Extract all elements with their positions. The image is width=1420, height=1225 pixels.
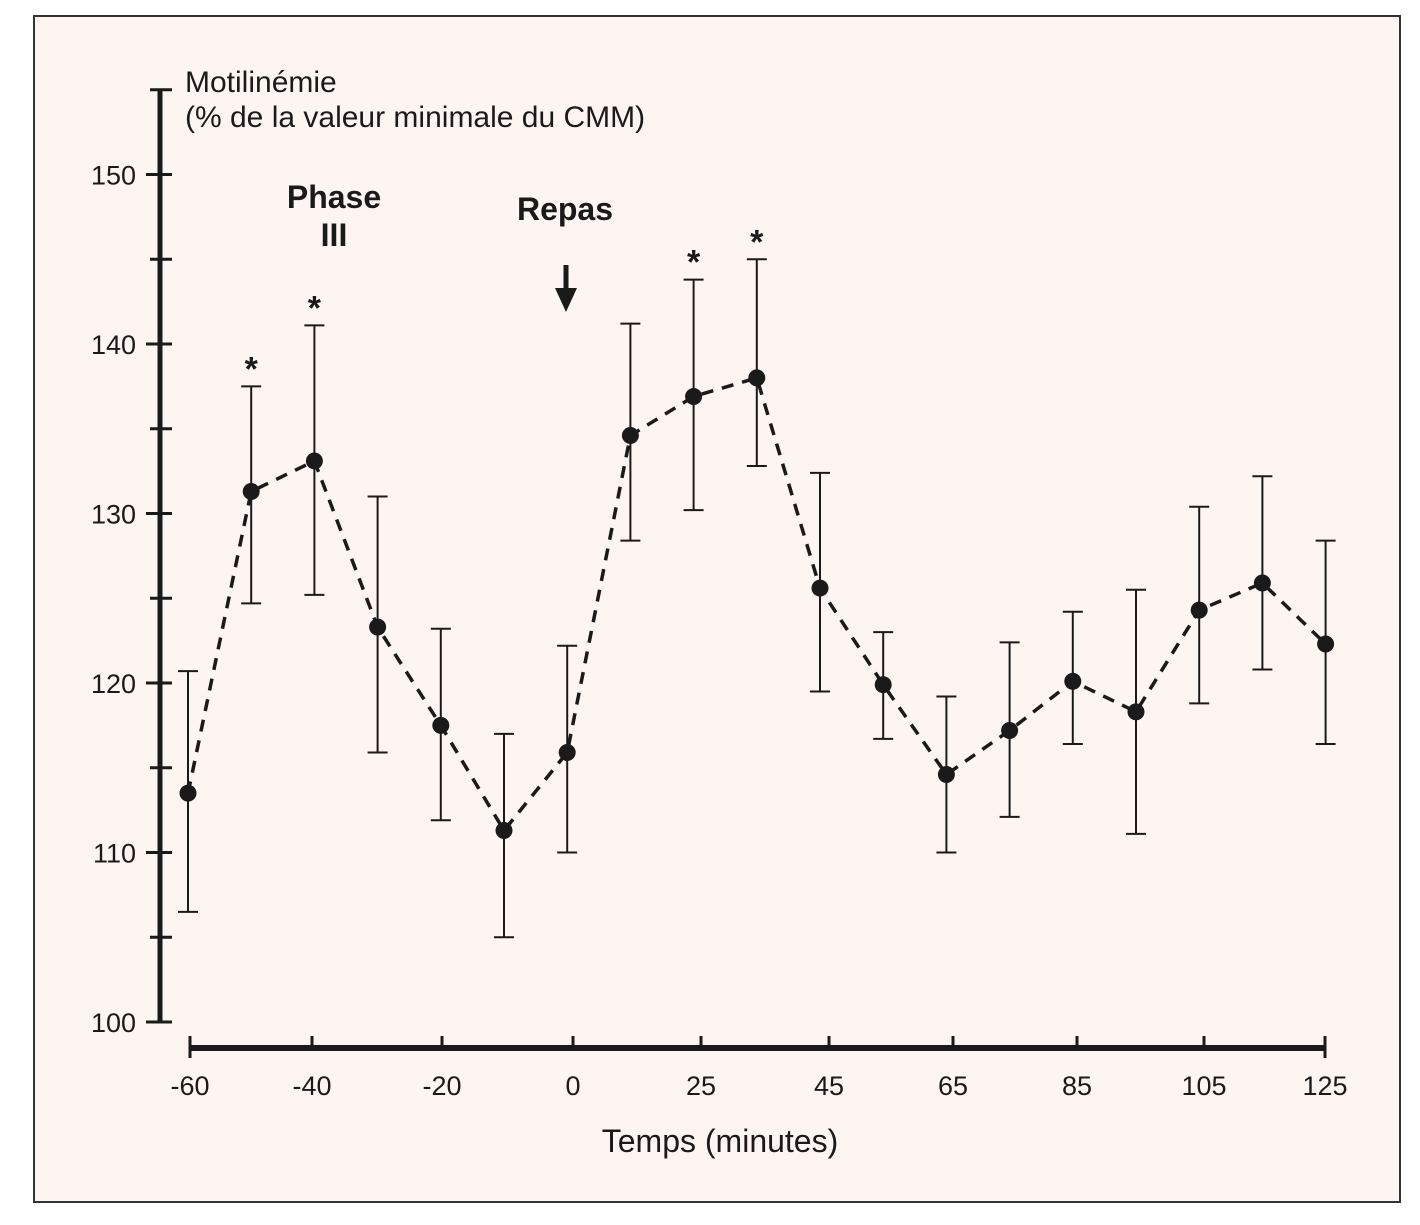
data-point — [937, 766, 955, 784]
significance-star: * — [687, 244, 701, 282]
x-tick-label: 125 — [1302, 1071, 1347, 1101]
data-point — [558, 743, 576, 761]
data-point — [1127, 703, 1145, 721]
data-point — [495, 821, 513, 839]
significance-star: * — [750, 223, 764, 261]
y-tick-label: 100 — [91, 1008, 136, 1038]
data-point — [621, 427, 639, 445]
x-tick-label: -40 — [292, 1071, 331, 1101]
data-point — [1190, 601, 1208, 619]
phase-annotation-line2: III — [321, 217, 348, 253]
data-point — [874, 676, 892, 694]
x-tick-label: 105 — [1181, 1071, 1226, 1101]
x-tick-label: 45 — [814, 1071, 844, 1101]
x-tick-label: 85 — [1062, 1071, 1092, 1101]
y-axis-title-line1: Motilinémie — [185, 66, 337, 99]
x-tick-label: -20 — [422, 1071, 461, 1101]
data-point — [1001, 721, 1019, 739]
meal-arrow-head — [555, 288, 577, 312]
data-point — [432, 716, 450, 734]
x-tick-label: 25 — [686, 1071, 716, 1101]
axes: 100 110 120 130 140 150 -60 -40 -20 0 25 45 65 85 105 1… — [91, 88, 1348, 1101]
significance-star: * — [308, 289, 322, 327]
x-tick-label: 0 — [565, 1071, 580, 1101]
data-point — [1064, 672, 1082, 690]
y-axis-title-line2: (% de la valeur minimale du CMM) — [185, 101, 645, 134]
y-tick-label: 120 — [91, 669, 136, 699]
data-point — [748, 369, 766, 387]
y-tick-label: 140 — [91, 330, 136, 360]
series-group: * * * * — [178, 223, 1336, 939]
y-tick-label: 110 — [93, 839, 136, 869]
data-point — [242, 482, 260, 500]
meal-annotation: Repas — [517, 191, 613, 227]
data-point — [305, 452, 323, 470]
x-tick-label: 65 — [938, 1071, 968, 1101]
data-point — [179, 784, 197, 802]
data-point — [1317, 635, 1335, 653]
data-point — [369, 618, 387, 636]
data-point — [811, 579, 829, 597]
data-point — [685, 388, 703, 406]
y-tick-label: 150 — [91, 161, 136, 191]
x-axis-title: Temps (minutes) — [602, 1123, 839, 1159]
chart-panel — [33, 15, 1401, 1203]
phase-annotation-line1: Phase — [287, 179, 381, 215]
significance-star: * — [245, 350, 259, 388]
y-tick-label: 130 — [91, 500, 136, 530]
x-tick-label: -60 — [170, 1071, 209, 1101]
data-point — [1253, 574, 1271, 592]
